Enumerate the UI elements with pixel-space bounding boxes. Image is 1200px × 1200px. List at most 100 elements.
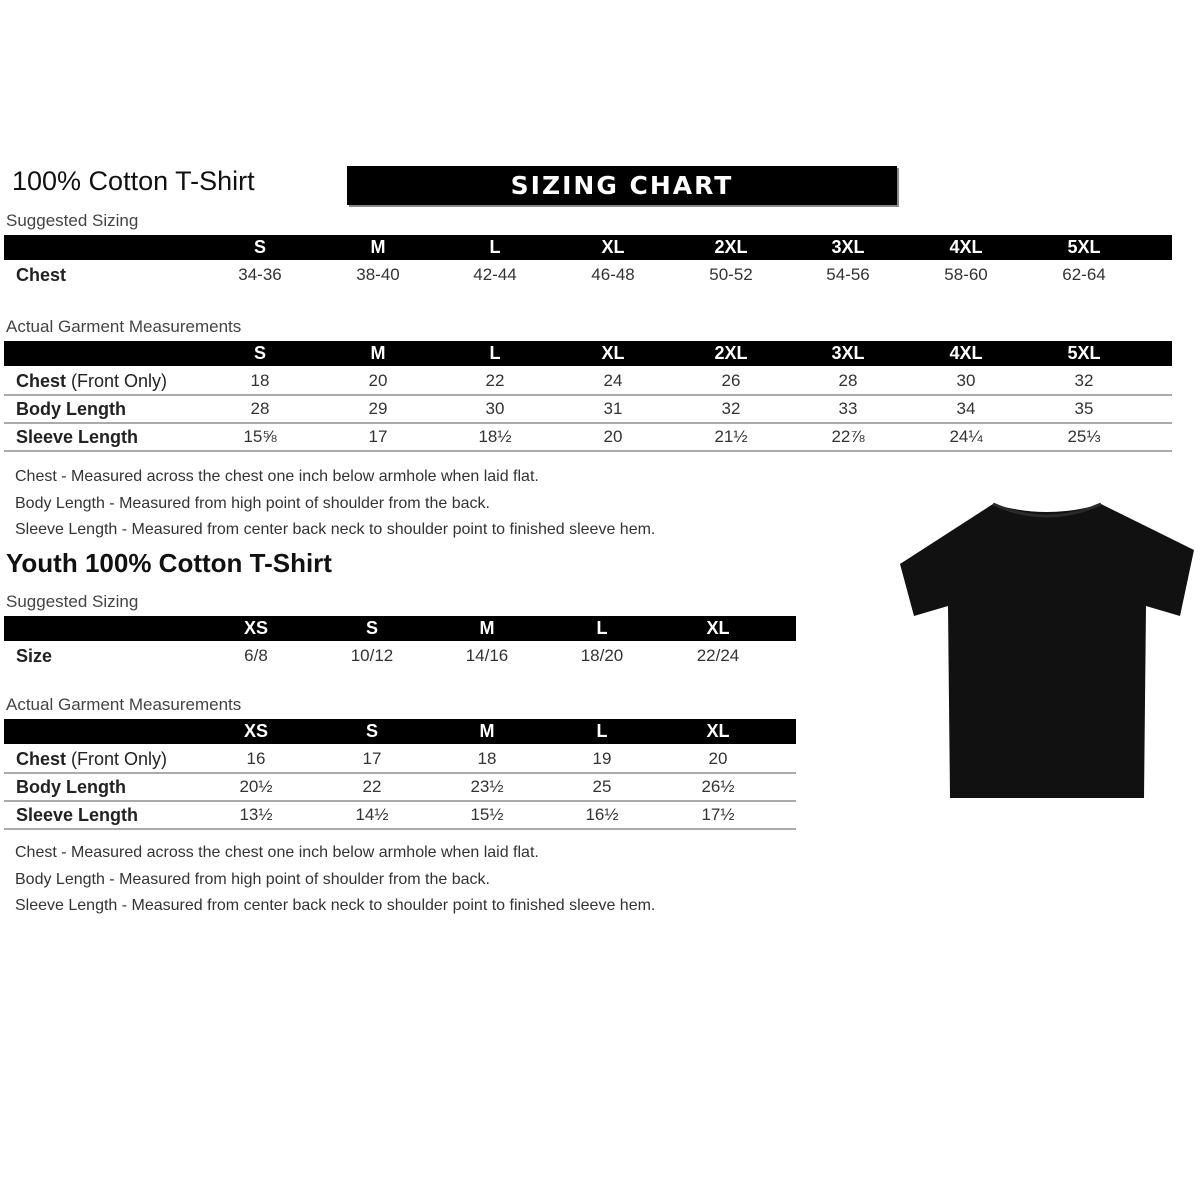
size-header: M — [479, 618, 495, 638]
measurement-note: Body Length - Measured from high point o… — [15, 870, 490, 888]
table-cell: 46-48 — [591, 265, 635, 284]
table-cell: 22/24 — [696, 646, 740, 665]
table-cell: 33 — [838, 399, 858, 418]
table-row: Size 6/8 10/12 14/16 18/20 22/24 — [4, 642, 796, 670]
size-header: XS — [243, 618, 268, 638]
row-label-text: Chest — [16, 749, 67, 769]
row-label-text: Chest — [16, 265, 67, 285]
row-label-text: Body Length — [16, 777, 126, 797]
measurement-note: Chest - Measured across the chest one in… — [15, 844, 539, 861]
sizing-chart-banner: SIZING CHART — [347, 166, 897, 205]
row-label: Chest (Front Only) — [16, 367, 167, 395]
size-header: M — [479, 721, 495, 741]
table-cell: 15½ — [470, 805, 504, 824]
table-cell: 20½ — [239, 777, 273, 796]
adult-title: 100% Cotton T-Shirt — [12, 166, 255, 196]
table-cell: 18 — [477, 749, 497, 768]
row-label: Sleeve Length — [16, 423, 138, 451]
table-cell: 30 — [956, 371, 976, 390]
measurement-note: Sleeve Length - Measured from center bac… — [15, 521, 656, 538]
table-cell: 22⅞ — [831, 427, 865, 446]
table-cell: 26 — [721, 371, 741, 390]
row-label: Body Length — [16, 395, 126, 423]
adult-suggested-label: Suggested Sizing — [6, 211, 139, 230]
size-header: XL — [601, 343, 625, 363]
table-cell: 50-52 — [709, 265, 753, 284]
size-header: S — [253, 343, 266, 363]
table-cell: 35 — [1074, 399, 1094, 418]
row-label-text: Body Length — [16, 399, 126, 419]
row-divider — [4, 450, 1172, 452]
table-cell: 14½ — [355, 805, 389, 824]
size-header: 3XL — [831, 343, 865, 363]
table-cell: 58-60 — [944, 265, 988, 284]
size-header: L — [489, 237, 501, 257]
table-header-row: XS S M L XL — [4, 719, 796, 744]
table-row: Sleeve Length 13½ 14½ 15½ 16½ 17½ — [4, 801, 796, 829]
row-label-text: Chest — [16, 371, 67, 391]
table-cell: 25⅓ — [1067, 427, 1101, 446]
table-cell: 54-56 — [826, 265, 870, 284]
table-cell: 42-44 — [473, 265, 517, 284]
table-cell: 18 — [250, 371, 270, 390]
youth-title: Youth 100% Cotton T-Shirt — [6, 548, 332, 578]
size-header: L — [596, 721, 608, 741]
row-label-suffix: (Front Only) — [66, 371, 168, 391]
black-tshirt-icon — [900, 502, 1194, 798]
row-divider — [4, 394, 1172, 396]
table-cell: 20 — [708, 749, 728, 768]
table-cell: 15⅝ — [243, 427, 277, 446]
row-label-text: Sleeve Length — [16, 805, 139, 825]
table-cell: 21½ — [714, 427, 748, 446]
table-cell: 26½ — [701, 777, 735, 796]
youth-actual-label: Actual Garment Measurements — [6, 695, 242, 714]
table-cell: 19 — [592, 749, 612, 768]
size-header: L — [596, 618, 608, 638]
row-label-text: Sleeve Length — [16, 427, 139, 447]
table-cell: 14/16 — [465, 646, 509, 665]
table-cell: 24¼ — [949, 427, 983, 446]
table-cell: 34 — [956, 399, 976, 418]
table-cell: 31 — [603, 399, 623, 418]
size-header: 5XL — [1067, 237, 1101, 257]
size-header: XL — [706, 721, 730, 741]
row-label: Chest — [16, 261, 66, 289]
table-cell: 17 — [362, 749, 382, 768]
youth-suggested-label: Suggested Sizing — [6, 592, 139, 611]
table-cell: 17 — [368, 427, 388, 446]
size-header: 2XL — [714, 237, 748, 257]
row-label: Body Length — [16, 773, 126, 801]
table-cell: 25 — [592, 777, 612, 796]
table-cell: 34-36 — [238, 265, 282, 284]
row-label: Size — [16, 642, 52, 670]
row-divider — [4, 422, 1172, 424]
size-header: XL — [601, 237, 625, 257]
table-cell: 20 — [368, 371, 388, 390]
size-header: S — [253, 237, 266, 257]
row-label: Chest (Front Only) — [16, 745, 167, 773]
size-header: 4XL — [949, 237, 983, 257]
row-divider — [4, 800, 796, 802]
size-header: S — [365, 618, 378, 638]
table-cell: 28 — [250, 399, 270, 418]
table-row: Sleeve Length 15⅝ 17 18½ 20 21½ 22⅞ 24¼ 25⅓ — [4, 423, 1172, 451]
size-header: M — [370, 237, 386, 257]
table-cell: 22 — [485, 371, 505, 390]
table-cell: 22 — [362, 777, 382, 796]
table-cell: 18/20 — [580, 646, 624, 665]
measurement-note: Sleeve Length - Measured from center bac… — [15, 897, 656, 914]
table-header-row: S M L XL 2XL 3XL 4XL 5XL — [4, 341, 1172, 366]
row-label: Sleeve Length — [16, 801, 138, 829]
table-cell: 13½ — [239, 805, 273, 824]
table-row: Chest 34-36 38-40 42-44 46-48 50-52 54-56 58-60… — [4, 261, 1172, 289]
size-header: M — [370, 343, 386, 363]
table-row: Body Length 28 29 30 31 32 33 34 35 — [4, 395, 1172, 423]
size-header: 2XL — [714, 343, 748, 363]
row-divider — [4, 772, 796, 774]
adult-actual-label: Actual Garment Measurements — [6, 317, 242, 336]
measurement-note: Chest - Measured across the chest one in… — [15, 468, 539, 485]
size-header: L — [489, 343, 501, 363]
table-cell: 28 — [838, 371, 858, 390]
size-header: 4XL — [949, 343, 983, 363]
